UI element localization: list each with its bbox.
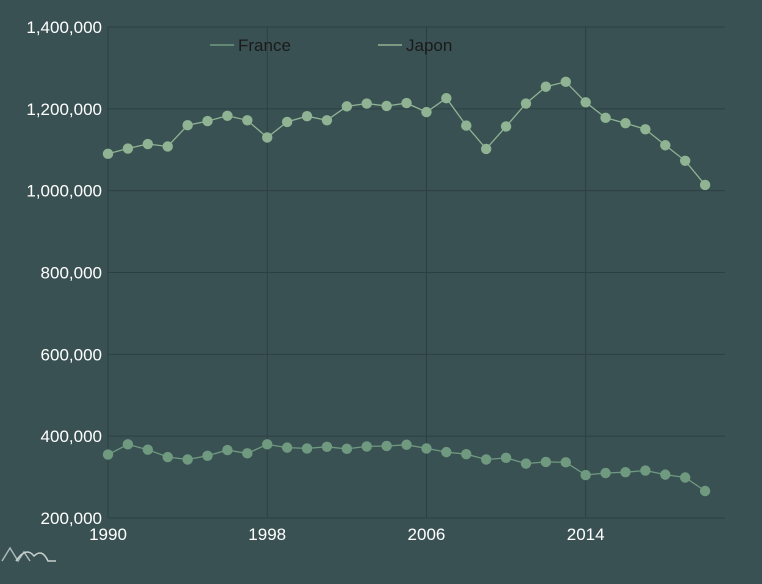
data-point[interactable]	[500, 452, 512, 464]
data-point[interactable]	[540, 456, 552, 468]
data-point[interactable]	[321, 441, 333, 453]
y-tick-label: 600,000	[41, 345, 102, 364]
data-point[interactable]	[122, 143, 134, 154]
data-point[interactable]	[122, 439, 134, 450]
data-point[interactable]	[660, 469, 671, 480]
legend-label: France	[238, 36, 291, 55]
x-tick-label: 2006	[408, 525, 446, 544]
data-point[interactable]	[222, 110, 233, 121]
data-point[interactable]	[580, 469, 591, 481]
data-point[interactable]	[441, 446, 452, 458]
data-point[interactable]	[699, 485, 711, 497]
data-point[interactable]	[401, 97, 412, 109]
data-point[interactable]	[262, 132, 273, 143]
data-point[interactable]	[242, 448, 253, 459]
data-point[interactable]	[381, 100, 392, 112]
data-point[interactable]	[262, 439, 273, 450]
y-tick-label: 1,000,000	[26, 182, 102, 201]
legend-item-japon[interactable]: Japon	[378, 36, 452, 55]
data-point[interactable]	[560, 76, 571, 88]
data-point[interactable]	[361, 98, 372, 109]
legend-label: Japon	[406, 36, 452, 55]
data-point[interactable]	[301, 443, 313, 454]
data-point[interactable]	[202, 115, 213, 127]
data-point[interactable]	[620, 466, 631, 478]
data-point[interactable]	[421, 443, 432, 454]
data-point[interactable]	[102, 449, 114, 460]
data-point[interactable]	[341, 101, 353, 112]
data-point[interactable]	[480, 143, 492, 155]
data-point[interactable]	[281, 442, 293, 453]
data-point[interactable]	[461, 448, 472, 460]
y-tick-label: 1,400,000	[26, 18, 102, 37]
data-point[interactable]	[182, 120, 193, 131]
y-axis: 200,000 400,000 600,000 800,000 1,000,000 1,2…	[26, 18, 102, 528]
series-france	[102, 439, 711, 497]
chart-logo-icon	[1, 546, 56, 563]
grid	[107, 26, 725, 519]
x-axis: 1990 1998 2006 2014	[89, 525, 605, 544]
x-tick-label: 1990	[89, 525, 127, 544]
data-point[interactable]	[640, 124, 651, 135]
data-point[interactable]	[580, 97, 591, 108]
y-tick-label: 200,000	[41, 509, 102, 528]
data-point[interactable]	[520, 98, 532, 109]
data-point[interactable]	[162, 451, 173, 463]
data-point[interactable]	[321, 115, 333, 126]
data-point[interactable]	[102, 148, 114, 160]
y-tick-label: 1,200,000	[26, 100, 102, 119]
data-point[interactable]	[540, 81, 552, 92]
y-tick-label: 400,000	[41, 427, 102, 446]
data-point[interactable]	[679, 472, 691, 483]
data-point[interactable]	[500, 121, 512, 132]
data-point[interactable]	[202, 450, 213, 462]
data-point[interactable]	[600, 112, 611, 124]
data-point[interactable]	[301, 110, 313, 122]
data-point[interactable]	[679, 155, 691, 166]
data-point[interactable]	[361, 441, 372, 452]
data-point[interactable]	[560, 457, 571, 468]
data-point[interactable]	[520, 458, 532, 469]
data-point[interactable]	[620, 117, 631, 129]
data-point[interactable]	[222, 444, 233, 456]
data-point[interactable]	[421, 106, 432, 118]
data-point[interactable]	[142, 138, 154, 150]
x-tick-label: 2014	[567, 525, 605, 544]
data-point[interactable]	[142, 444, 154, 455]
data-point[interactable]	[699, 179, 711, 191]
series-layer	[102, 76, 711, 497]
data-point[interactable]	[600, 467, 611, 479]
series-line-japon	[107, 81, 706, 186]
data-point[interactable]	[341, 443, 353, 455]
legend[interactable]: France Japon	[210, 36, 452, 55]
data-point[interactable]	[242, 115, 253, 126]
data-point[interactable]	[441, 92, 452, 104]
series-japon	[102, 76, 711, 191]
data-point[interactable]	[162, 141, 173, 152]
data-point[interactable]	[461, 120, 472, 131]
x-tick-label: 1998	[248, 525, 286, 544]
data-point[interactable]	[660, 140, 671, 151]
data-point[interactable]	[480, 454, 492, 465]
y-tick-label: 800,000	[41, 264, 102, 283]
data-point[interactable]	[381, 440, 392, 452]
data-point[interactable]	[640, 465, 651, 476]
series-line-france	[107, 443, 706, 492]
data-point[interactable]	[281, 116, 293, 128]
data-point[interactable]	[401, 439, 412, 450]
legend-item-france[interactable]: France	[210, 36, 291, 55]
data-point[interactable]	[182, 454, 193, 465]
